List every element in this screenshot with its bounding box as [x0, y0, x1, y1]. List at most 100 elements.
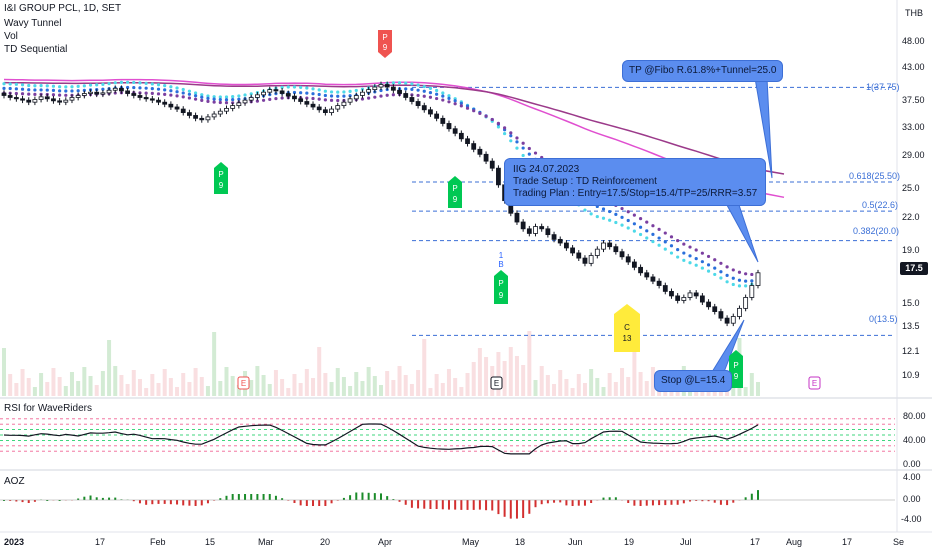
tunnel-dot [305, 86, 309, 90]
candle-body [582, 257, 588, 264]
aoz-bar [460, 500, 463, 510]
tunnel-dot [428, 91, 433, 95]
tunnel-dot [33, 84, 37, 88]
aoz-bar [58, 500, 61, 501]
tunnel-dot [744, 279, 748, 283]
rsi-pane-title[interactable]: RSI for WaveRiders [4, 403, 92, 414]
tunnel-dot [101, 82, 105, 86]
aoz-bar [367, 492, 370, 500]
volume-bar [453, 378, 458, 396]
stop-callout[interactable]: Stop @L=15.4 [654, 370, 733, 392]
tunnel-dot [465, 106, 470, 110]
tunnel-dot [645, 236, 649, 240]
aoz-bar [608, 497, 611, 500]
candle-body [662, 285, 668, 292]
aoz-bar [713, 500, 716, 503]
tunnel-dot [138, 86, 142, 90]
tp-callout[interactable]: TP @Fibo R.61.8%+Tunnel=25.0 [622, 60, 784, 82]
aoz-bar [454, 500, 457, 510]
indicator-label-wavy-tunnel[interactable]: Wavy Tunnel [4, 18, 62, 29]
currency-label[interactable]: THB [905, 8, 923, 18]
candle-body [119, 87, 124, 92]
aoz-bar [176, 500, 179, 505]
tunnel-dot [354, 88, 358, 93]
aoz-bar [658, 500, 661, 506]
candle-body [601, 242, 606, 250]
time-tick: 17 [95, 537, 106, 547]
aoz-bar [108, 497, 111, 500]
aoz-bar [318, 500, 321, 506]
tunnel-dot [441, 98, 445, 102]
aoz-bar [664, 500, 667, 506]
aoz-bar [95, 497, 98, 500]
tunnel-dot [397, 81, 402, 85]
candle-body [681, 297, 687, 301]
aoz-bar [83, 496, 86, 500]
aoz-bar [429, 500, 432, 509]
tunnel-dot [163, 92, 167, 96]
rsi-tick: 40.00 [903, 435, 926, 445]
aoz-bar [682, 500, 685, 504]
tunnel-dot [509, 131, 513, 135]
tunnel-dot [70, 85, 74, 89]
volume-bar [273, 370, 278, 396]
symbol-title[interactable]: I&I GROUP PCL, 1D, SET [4, 3, 122, 14]
aoz-bar [312, 500, 315, 506]
rsi-pane [0, 418, 895, 455]
indicator-label-vol[interactable]: Vol [4, 31, 18, 42]
aoz-bar [472, 500, 475, 510]
candle-body [409, 97, 415, 102]
volume-bar [280, 379, 285, 396]
tunnel-dot [156, 87, 161, 91]
candle-body [638, 266, 643, 274]
aoz-bar [447, 500, 450, 510]
aoz-bar [583, 500, 586, 506]
fib-label-0382: 0.382(20.0) [853, 226, 900, 236]
tunnel-dot [589, 212, 593, 216]
candle-body [254, 94, 260, 98]
aoz-bar [231, 494, 234, 500]
aoz-bar [435, 500, 438, 509]
time-tick: 20 [320, 537, 331, 547]
candle-body [669, 291, 674, 297]
volume-bar [2, 348, 6, 396]
tunnel-dot [459, 104, 463, 108]
candle-body [749, 285, 755, 298]
tunnel-dot [367, 96, 371, 100]
fib-retracement[interactable] [412, 86, 895, 336]
aoz-bar [441, 500, 444, 510]
tunnel-dot [119, 80, 124, 84]
earnings-marker[interactable]: E [808, 376, 821, 390]
indicator-label-td-sequential[interactable]: TD Sequential [4, 44, 68, 55]
tunnel-dot [150, 87, 154, 91]
aoz-bar [546, 500, 549, 504]
aoz-bar [77, 498, 80, 500]
volume-bar [650, 367, 655, 396]
aoz-bar [503, 500, 506, 517]
buy-setup-marker-may: P 9 [448, 176, 462, 208]
earnings-marker[interactable]: E [490, 376, 503, 390]
trading-plan-callout[interactable]: IIG 24.07.2023 Trade Setup : TD Reinforc… [504, 158, 767, 206]
earnings-marker[interactable]: E [237, 376, 250, 390]
svg-text:E: E [241, 379, 246, 388]
tunnel-dot [311, 87, 315, 91]
tunnel-dot [379, 94, 383, 98]
volume-bar [533, 380, 538, 396]
tunnel-dot [453, 99, 457, 103]
aoz-pane-title[interactable]: AOZ [4, 476, 25, 487]
tunnel-dot [231, 97, 235, 102]
buy-setup-marker-jul: P 9 [729, 350, 743, 388]
candle-body [588, 255, 594, 264]
tunnel-dot [88, 83, 93, 87]
aoz-bar [744, 497, 747, 500]
aoz-tick: 4.00 [903, 472, 921, 482]
tunnel-dot [64, 85, 68, 89]
candle-body [533, 226, 538, 234]
svg-text:1: 1 [499, 251, 504, 260]
aoz-bar [627, 500, 630, 503]
aoz-bar [701, 500, 704, 502]
ema-line-fast [3, 78, 785, 199]
price-tick: 25.0 [902, 183, 920, 193]
candle-body [292, 95, 297, 100]
